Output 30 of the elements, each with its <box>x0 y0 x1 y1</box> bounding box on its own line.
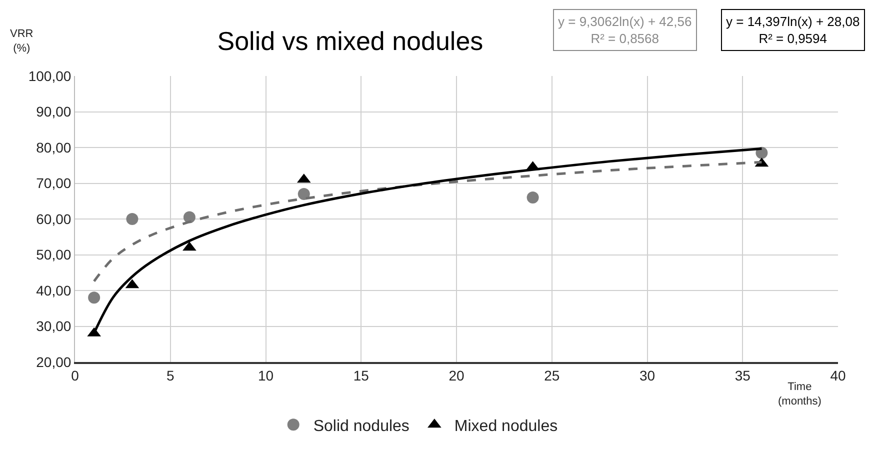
point <box>526 192 539 204</box>
y-tick-label: 90,00 <box>36 104 72 120</box>
y-tick-label: 60,00 <box>36 210 72 227</box>
point <box>88 292 100 304</box>
legend-label: Mixed nodules <box>454 418 558 435</box>
x-axis-title: Time (months) <box>778 381 822 408</box>
x-tick-label: 10 <box>258 368 274 384</box>
y-tick-label: 50,00 <box>36 246 72 263</box>
x-tick-label: 35 <box>734 368 751 384</box>
x-tick-label: 0 <box>71 368 80 384</box>
legend-label: Solid nodules <box>313 418 410 435</box>
x-tick-label: 30 <box>639 368 656 384</box>
x-tick-label: 15 <box>353 368 370 384</box>
x-tick-label: 25 <box>544 368 560 384</box>
y-tick-label: 70,00 <box>36 175 72 192</box>
y-axis-title: VRR (%) <box>10 28 34 54</box>
text: y = 14,397ln(x) + 28,08 R² = 0,9594 <box>726 14 860 46</box>
x-tick-label: 5 <box>166 368 174 384</box>
y-tick-label: 80,00 <box>36 139 72 156</box>
chart-title: Solid vs mixed nodules <box>217 26 484 56</box>
point <box>126 213 138 225</box>
y-tick-label: 100,00 <box>28 68 72 84</box>
y-tick-label: 40,00 <box>36 282 72 298</box>
text: y = 9,3062ln(x) + 42,56 R² = 0,8568 <box>558 14 692 46</box>
point <box>183 211 196 224</box>
x-tick-label: 40 <box>830 368 846 384</box>
y-tick-label: 30,00 <box>36 318 72 334</box>
y-tick-label: 20,00 <box>36 354 72 370</box>
x-tick-label: 20 <box>448 368 464 384</box>
point <box>298 188 310 200</box>
